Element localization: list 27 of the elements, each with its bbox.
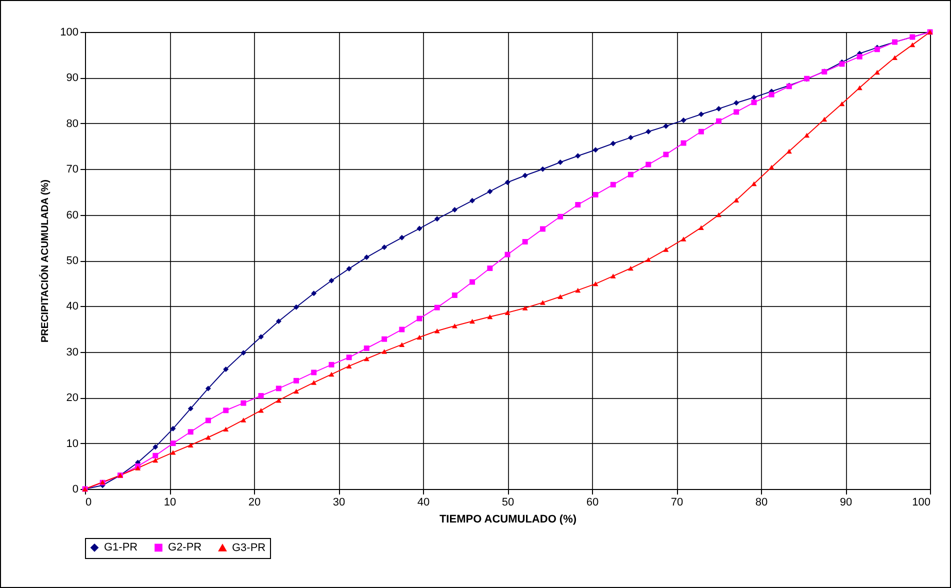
x-tick-label: 80 (755, 496, 768, 508)
y-tick-label: 20 (66, 392, 78, 404)
x-tick-label: 90 (840, 496, 852, 508)
y-tick-label: 0 (72, 484, 78, 496)
y-axis-title: PRECIPITACIÓN ACUMULADA (%) (39, 180, 52, 342)
y-tick-label: 10 (66, 438, 78, 450)
legend-label: G3-PR (232, 542, 266, 554)
y-tick-label: 100 (60, 26, 78, 38)
x-tick-label: 20 (248, 496, 261, 508)
legend-label: G1-PR (104, 542, 138, 554)
x-tick-label: 100 (912, 496, 930, 508)
y-tick-label: 60 (66, 209, 78, 222)
x-tick-label: 40 (417, 496, 430, 508)
y-tick-label: 70 (66, 164, 78, 176)
y-tick-label: 80 (66, 118, 78, 130)
x-axis-title: TIEMPO ACUMULADO (%) (439, 514, 577, 526)
x-tick-label: 30 (332, 496, 346, 508)
y-tick-label: 90 (66, 72, 78, 84)
y-tick-label: 30 (66, 346, 78, 358)
x-tick-label: 70 (670, 496, 684, 508)
x-tick-label: 10 (164, 496, 176, 508)
x-tick-label: 0 (86, 496, 92, 508)
y-tick-label: 50 (66, 255, 78, 267)
x-tick-label: 50 (502, 496, 514, 508)
x-tick-label: 60 (586, 496, 599, 508)
legend-label: G2-PR (168, 542, 202, 554)
y-tick-label: 40 (66, 300, 78, 313)
